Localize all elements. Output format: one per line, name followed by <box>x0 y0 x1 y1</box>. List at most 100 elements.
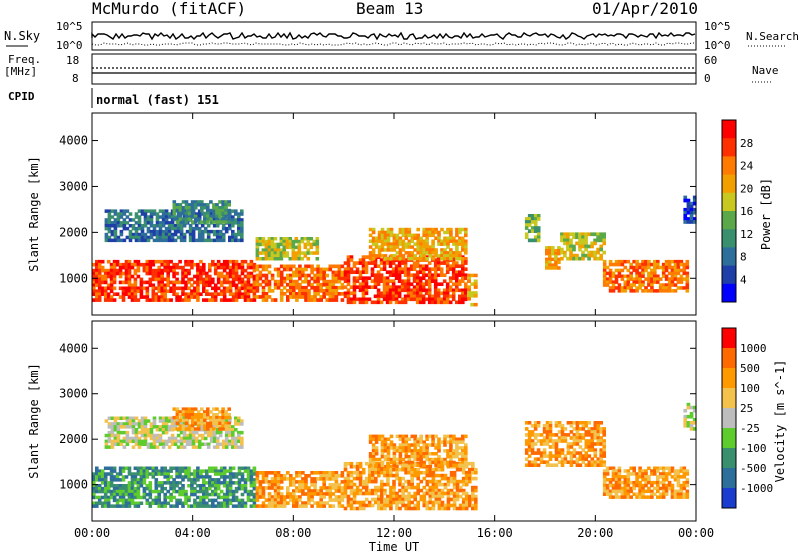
power-cell <box>218 206 222 210</box>
power-cell <box>376 270 381 274</box>
velocity-cell <box>416 443 420 447</box>
power-cell <box>319 285 323 290</box>
velocity-cell <box>593 460 598 464</box>
power-cell <box>653 277 657 281</box>
power-cell <box>228 215 232 219</box>
power-cell <box>172 271 176 276</box>
power-cell <box>629 283 633 287</box>
power-cell <box>650 280 654 284</box>
power-cell <box>97 298 102 302</box>
power-cell <box>436 297 441 302</box>
velocity-cell <box>364 497 369 502</box>
velocity-cell <box>172 407 177 411</box>
velocity-cell <box>155 428 160 432</box>
power-cell <box>309 245 314 250</box>
velocity-cell <box>389 497 393 502</box>
velocity-cell <box>530 442 535 446</box>
velocity-cell <box>178 492 182 497</box>
velocity-cell <box>298 489 302 493</box>
velocity-cell <box>295 471 299 475</box>
power-cell <box>297 242 302 247</box>
power-cell <box>328 267 333 272</box>
freq-tick-top: 18 <box>66 54 79 67</box>
power-cell <box>421 282 426 286</box>
power-cell <box>373 273 378 277</box>
velocity-cell <box>115 498 120 503</box>
power-cell <box>246 289 251 293</box>
power-cell <box>136 274 141 279</box>
power-cell <box>620 286 625 290</box>
velocity-cell <box>419 449 423 453</box>
power-cell <box>216 277 221 282</box>
power-cell <box>95 268 99 273</box>
velocity-cell <box>401 437 406 441</box>
velocity-cell <box>182 416 187 420</box>
power-cell <box>403 285 408 289</box>
power-cell <box>104 235 109 240</box>
power-cell <box>97 295 102 299</box>
velocity-cell <box>261 471 266 475</box>
power-cell <box>249 265 254 270</box>
power-cell <box>385 288 390 293</box>
power-cell <box>325 267 329 272</box>
velocity-cell <box>289 483 293 487</box>
power-cell <box>158 232 163 237</box>
power-cell <box>415 264 420 268</box>
power-cell <box>161 221 166 225</box>
power-cell <box>175 265 179 270</box>
power-cell <box>431 242 435 246</box>
velocity-cell <box>193 486 197 491</box>
velocity-cell <box>140 430 145 435</box>
velocity-cell <box>130 489 135 494</box>
velocity-cell <box>193 504 197 508</box>
velocity-cell <box>536 433 541 437</box>
power-cell <box>386 236 391 240</box>
velocity-cell <box>228 492 233 497</box>
power-cell <box>383 242 388 246</box>
power-cell <box>109 265 114 270</box>
velocity-cell <box>461 463 465 468</box>
station-title: McMurdo (fitACF) <box>92 0 246 18</box>
power-cell <box>166 280 170 285</box>
power-cell <box>418 276 423 280</box>
velocity-cell <box>134 439 139 444</box>
velocity-cell <box>355 506 360 511</box>
velocity-cell <box>395 457 400 462</box>
velocity-cell <box>234 419 238 423</box>
power-cell <box>608 277 613 281</box>
velocity-cell <box>407 485 411 490</box>
power-cell <box>219 283 224 288</box>
power-cell <box>400 297 405 302</box>
velocity-cell <box>166 475 170 479</box>
velocity-cell <box>118 478 123 482</box>
velocity-cell <box>237 498 242 503</box>
power-cell <box>137 224 142 228</box>
power-cell <box>398 251 403 255</box>
velocity-cell <box>215 439 220 444</box>
velocity-cell <box>599 457 603 461</box>
velocity-cell <box>431 476 436 481</box>
velocity-cell <box>443 491 448 496</box>
velocity-cell <box>208 486 212 491</box>
velocity-cell <box>581 454 586 458</box>
power-cell <box>264 248 269 252</box>
power-cell <box>322 273 326 278</box>
power-cell <box>215 211 219 216</box>
velocity-cell <box>109 469 114 473</box>
power-cell <box>128 235 133 240</box>
velocity-cell <box>206 430 211 435</box>
power-cell <box>115 292 120 296</box>
velocity-cell <box>113 436 118 441</box>
power-cell <box>455 254 459 258</box>
velocity-cell <box>617 469 622 473</box>
power-cell <box>448 279 453 283</box>
power-cell <box>692 198 697 203</box>
velocity-cell <box>608 492 613 496</box>
velocity-cell <box>322 495 326 499</box>
velocity-cell <box>587 460 592 464</box>
power-cell <box>140 226 145 231</box>
velocity-cell <box>434 479 439 484</box>
power-cell <box>175 271 179 276</box>
power-cell <box>401 230 406 235</box>
power-cell <box>118 286 123 291</box>
